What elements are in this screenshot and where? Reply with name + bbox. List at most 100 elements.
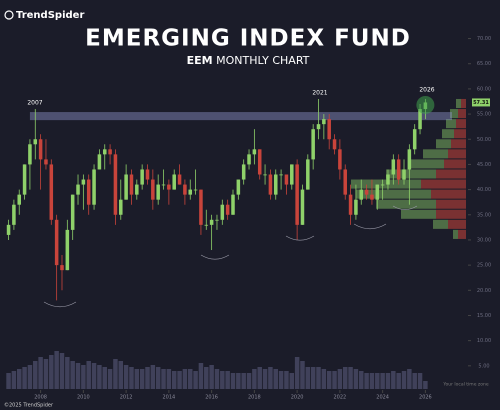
candle-body xyxy=(188,189,193,195)
candle-body xyxy=(322,119,326,125)
candle-body xyxy=(316,124,321,130)
last-price-label: 57.31 xyxy=(473,100,489,106)
volume-bar xyxy=(246,373,252,389)
candle-body xyxy=(119,199,123,215)
volume-bar xyxy=(423,381,428,389)
volume-bar xyxy=(27,365,33,389)
candle-body xyxy=(49,164,54,220)
profile-up xyxy=(376,199,436,209)
candle-body xyxy=(65,229,70,271)
volume-bar xyxy=(412,373,417,389)
candle-body xyxy=(177,174,182,185)
candle-body xyxy=(161,184,166,186)
volume-bar xyxy=(230,373,236,389)
profile-down xyxy=(436,169,466,179)
highlight-circle xyxy=(416,95,435,114)
profile-up xyxy=(453,229,458,239)
candle-body xyxy=(396,159,401,180)
profile-down xyxy=(448,219,466,229)
profile-down xyxy=(458,109,466,119)
profile-down xyxy=(456,119,466,129)
candle-body xyxy=(354,199,358,215)
candle-body xyxy=(247,154,251,165)
candle-body xyxy=(140,169,144,185)
candle-body xyxy=(252,149,257,155)
x-tick-label: 2022 xyxy=(334,395,347,401)
volume-bar xyxy=(198,363,204,389)
volume-bar xyxy=(150,365,156,389)
candle-body xyxy=(183,184,187,195)
volume-bar xyxy=(139,369,145,389)
candle-body xyxy=(327,119,331,140)
y-tick-label: 10.00 xyxy=(477,338,491,344)
x-tick-label: 2010 xyxy=(77,395,90,401)
volume-bar xyxy=(385,373,391,389)
volume-bar xyxy=(375,373,380,389)
profile-down xyxy=(444,159,466,169)
candle-body xyxy=(364,189,369,195)
candle-body xyxy=(391,159,396,175)
candle-body xyxy=(38,139,43,160)
volume-bar xyxy=(300,361,305,389)
y-tick-label: 45.00 xyxy=(477,162,491,168)
volume-bar xyxy=(273,369,278,389)
candle-body xyxy=(6,224,11,235)
candle-body xyxy=(236,179,241,195)
profile-down xyxy=(454,129,466,139)
volume-bar xyxy=(262,369,268,389)
profile-up xyxy=(423,149,448,159)
volume-bar xyxy=(11,371,17,389)
resistance-band xyxy=(29,112,452,121)
volume-bar xyxy=(401,371,407,389)
candle-body xyxy=(108,149,112,155)
candle-body xyxy=(102,149,107,155)
candle-body xyxy=(145,169,150,180)
candle-body xyxy=(311,129,315,160)
volume-bar xyxy=(81,365,86,389)
profile-down xyxy=(458,229,466,239)
candle-body xyxy=(76,184,80,195)
volume-bar xyxy=(214,369,220,389)
candle-body xyxy=(215,219,219,221)
candle-body xyxy=(273,174,278,195)
candle-body xyxy=(231,194,235,215)
x-tick-label: 2008 xyxy=(34,395,47,401)
x-tick-label: 2014 xyxy=(163,395,176,401)
volume-bar xyxy=(6,373,11,389)
candle-body xyxy=(151,179,155,200)
y-tick-label: 15.00 xyxy=(477,313,491,319)
candle-body xyxy=(268,174,273,195)
subtitle-ticker: EEM xyxy=(187,54,213,67)
support-arc xyxy=(43,301,77,308)
profile-down xyxy=(421,179,466,189)
x-tick-label: 2018 xyxy=(248,395,261,401)
time-zone-note: Your local time zone xyxy=(442,382,489,388)
volume-bar xyxy=(257,367,262,389)
profile-up xyxy=(450,109,458,119)
volume-bar xyxy=(417,373,423,389)
volume-bar xyxy=(43,359,49,389)
candle-body xyxy=(386,174,390,185)
volume-bar xyxy=(204,367,209,389)
volume-bar xyxy=(166,369,172,389)
volume-bar xyxy=(70,361,75,389)
candle-body xyxy=(97,154,102,170)
volume-bar xyxy=(38,357,43,389)
volume-bar xyxy=(209,365,214,389)
footer: ©2025 TrendSpider xyxy=(4,402,54,409)
y-tick-label: 70.00 xyxy=(477,36,491,42)
candle-body xyxy=(60,265,64,271)
volume-bar xyxy=(407,369,412,389)
support-arc xyxy=(353,223,387,230)
candle-body xyxy=(172,174,176,190)
volume-bar xyxy=(155,367,161,389)
volume-bar xyxy=(305,367,311,389)
support-arc xyxy=(285,235,315,241)
volume-bar xyxy=(220,371,225,389)
candle-body xyxy=(22,164,27,195)
support-arc xyxy=(392,205,418,210)
profile-up xyxy=(351,179,421,189)
candle-body xyxy=(28,144,32,165)
